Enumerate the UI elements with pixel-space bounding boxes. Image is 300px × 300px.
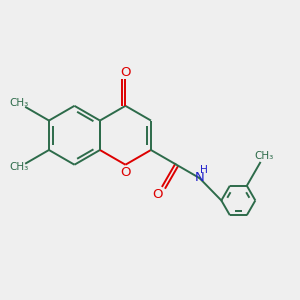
Text: O: O [120, 167, 131, 179]
Text: O: O [152, 188, 163, 201]
Text: N: N [194, 172, 204, 184]
Text: CH₃: CH₃ [9, 98, 28, 108]
Text: CH₃: CH₃ [255, 151, 274, 160]
Text: CH₃: CH₃ [9, 162, 28, 172]
Text: O: O [120, 66, 131, 80]
Text: H: H [200, 165, 208, 175]
